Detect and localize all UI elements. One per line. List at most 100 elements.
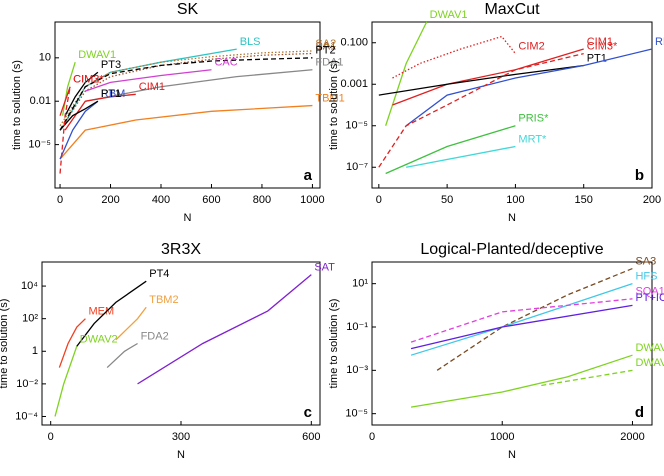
- series-line: [61, 61, 76, 116]
- y-axis-label: time to solution (s): [11, 60, 23, 150]
- panel-label: d: [635, 404, 644, 421]
- y-tick-label: 1: [32, 345, 38, 357]
- series-line: [59, 57, 313, 131]
- x-tick-label: 400: [152, 194, 170, 206]
- x-tick-label: 0: [376, 194, 382, 206]
- series-line: [59, 104, 313, 160]
- series-label: RBM: [101, 88, 125, 100]
- plot-frame: [54, 21, 321, 189]
- series-line: [59, 100, 99, 160]
- series-line: [64, 93, 136, 131]
- x-tick-label: 2000: [620, 431, 644, 443]
- y-tick-label: 10⁻¹: [346, 321, 368, 333]
- y-tick-label: 10⁻⁴: [15, 410, 38, 422]
- series-label: CIM2: [518, 41, 544, 53]
- chart-title: MaxCut: [484, 1, 540, 18]
- series-label: TBM1: [315, 92, 344, 104]
- series-label: FDA2: [141, 330, 169, 342]
- y-tick-label: 10⁻⁵: [345, 408, 368, 420]
- series-label: PT1: [587, 52, 607, 64]
- y-tick-label: 0.001: [340, 78, 368, 90]
- series-line: [541, 369, 633, 387]
- series-line: [58, 318, 86, 368]
- series-label: DWAV2: [80, 333, 118, 345]
- series-line: [406, 145, 516, 168]
- series-label: PT+ICM: [635, 292, 664, 304]
- series-label: DWAV4: [635, 342, 664, 354]
- series-line: [59, 86, 71, 116]
- series-line: [85, 69, 212, 92]
- series-label: PT2: [315, 45, 335, 57]
- y-tick-label: 10¹: [352, 278, 368, 290]
- panel-label: b: [635, 167, 644, 184]
- series-line: [410, 283, 633, 356]
- x-tick-label: 150: [575, 194, 593, 206]
- series-label: SA1: [315, 40, 336, 52]
- x-tick-label: 600: [202, 194, 220, 206]
- series-label: DWAV3: [635, 357, 664, 369]
- series-label: CIM3*: [587, 41, 618, 53]
- chart-title: Logical-Planted/deceptive: [420, 241, 603, 258]
- y-tick-label: 10⁴: [21, 280, 38, 292]
- x-tick-label: 600: [302, 431, 320, 443]
- series-label: CAC: [214, 57, 237, 69]
- series-line: [106, 342, 138, 369]
- y-tick-label: 10⁻³: [346, 364, 368, 376]
- series-line: [392, 35, 516, 79]
- series-label: TBM2: [149, 294, 178, 306]
- x-tick-label: 1000: [490, 431, 514, 443]
- plot-frame: [371, 21, 653, 189]
- series-label: PT1: [101, 88, 121, 100]
- series-label: MEM: [88, 306, 114, 318]
- series-label: FDA1: [315, 57, 343, 69]
- series-line: [59, 52, 313, 131]
- series-label: DWAV1: [78, 49, 116, 61]
- series-line: [54, 346, 78, 417]
- x-tick-label: 100: [506, 194, 524, 206]
- series-line: [85, 69, 313, 102]
- panel-label: c: [304, 404, 312, 421]
- series-line: [137, 274, 312, 385]
- series-line: [436, 267, 633, 371]
- y-axis-label: time to solution (s): [328, 60, 340, 150]
- x-axis-label: N: [184, 212, 192, 224]
- series-label: SA2: [315, 38, 336, 50]
- x-tick-label: 200: [643, 194, 661, 206]
- y-tick-label: 10⁻⁵: [345, 120, 368, 132]
- x-tick-label: 800: [253, 194, 271, 206]
- y-tick-label: 10: [39, 52, 51, 64]
- x-axis-label: N: [508, 449, 516, 461]
- series-line: [378, 52, 584, 168]
- y-tick-label: 0.100: [340, 37, 368, 49]
- series-label: HFS: [635, 271, 657, 283]
- series-line: [410, 304, 633, 350]
- x-tick-label: 0: [48, 431, 54, 443]
- series-label: SQA1: [635, 286, 664, 298]
- series-line: [385, 125, 516, 175]
- x-tick-label: 0: [57, 194, 63, 206]
- series-label: RBM: [655, 36, 664, 48]
- series-label: CIM2: [73, 74, 99, 86]
- series-line: [392, 48, 584, 106]
- series-line: [64, 71, 99, 116]
- series-line: [405, 48, 653, 127]
- x-tick-label: 300: [172, 431, 190, 443]
- series-line: [76, 280, 147, 347]
- x-tick-label: 50: [441, 194, 453, 206]
- series-line: [410, 354, 633, 408]
- series-label: DWAV1: [430, 9, 468, 21]
- series-line: [59, 100, 99, 131]
- series-line: [385, 21, 428, 126]
- series-line: [59, 86, 71, 174]
- panel-label: a: [304, 167, 313, 184]
- chart-title: SK: [177, 1, 199, 18]
- x-tick-label: 1000: [300, 194, 324, 206]
- series-label: PT4: [149, 268, 169, 280]
- series-label: CIM1: [139, 81, 165, 93]
- series-label: PT3: [101, 59, 121, 71]
- y-axis-label: time to solution (s): [328, 299, 340, 389]
- y-tick-label: 0.01: [30, 95, 51, 107]
- series-line: [115, 306, 147, 341]
- series-label: MRT*: [518, 133, 547, 145]
- series-label: CIM1: [587, 36, 613, 48]
